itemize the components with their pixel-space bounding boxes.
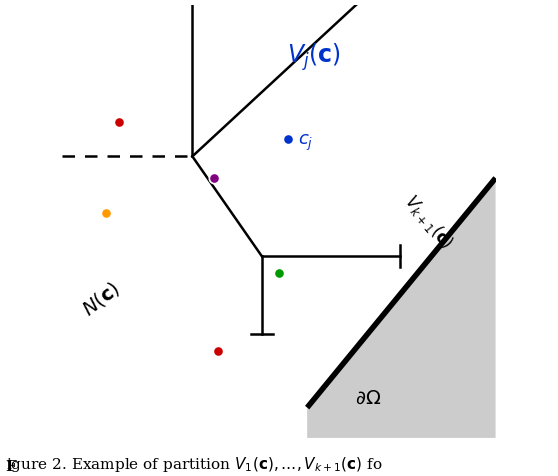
Text: $c_j$: $c_j$ bbox=[299, 133, 314, 153]
Text: $N(\mathbf{c})$: $N(\mathbf{c})$ bbox=[79, 278, 124, 320]
Text: igure 2. Example of partition $V_1(\mathbf{c}),\ldots, V_{k+1}(\mathbf{c})$ fo: igure 2. Example of partition $V_1(\math… bbox=[6, 455, 382, 474]
Text: $\partial\Omega$: $\partial\Omega$ bbox=[355, 390, 381, 408]
Polygon shape bbox=[307, 178, 496, 438]
Point bbox=[214, 347, 223, 355]
Point bbox=[101, 209, 110, 217]
Text: $V_{k+1}(\mathbf{c})$: $V_{k+1}(\mathbf{c})$ bbox=[400, 190, 457, 252]
Point bbox=[283, 135, 292, 143]
Point bbox=[114, 118, 123, 126]
Text: $V_j(\mathbf{c})$: $V_j(\mathbf{c})$ bbox=[287, 41, 340, 72]
Point bbox=[275, 269, 283, 277]
Point bbox=[210, 174, 219, 182]
Text: F: F bbox=[6, 460, 16, 474]
